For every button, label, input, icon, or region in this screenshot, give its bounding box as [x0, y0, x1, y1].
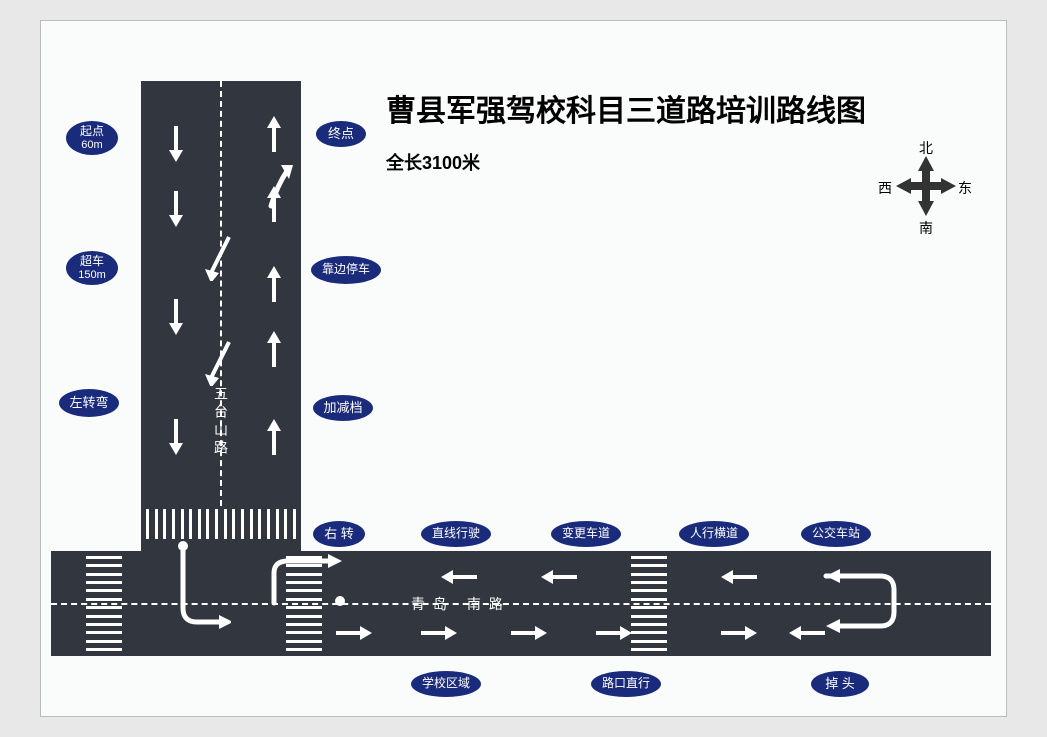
arrow-left-1 [541, 570, 577, 584]
diagram-canvas: 曹县军强驾校科目三道路培训路线图 全长3100米 北 南 东 西 五台山路 青岛… [40, 20, 1007, 717]
arrow-down-2 [169, 299, 183, 335]
crosswalk-1 [86, 556, 122, 651]
east-node [335, 596, 345, 606]
arrow-up-0 [267, 116, 281, 152]
arrow-left-2 [721, 570, 757, 584]
crosswalk-0 [146, 509, 296, 539]
compass-e: 东 [958, 178, 972, 198]
arrow-down-3 [169, 419, 183, 455]
arrow-left-0 [441, 570, 477, 584]
lane-change-1 [201, 231, 241, 281]
arrow-up-2 [267, 266, 281, 302]
crosswalk-3 [631, 556, 667, 651]
arrow-up-1 [267, 186, 281, 222]
arrow-right-2 [511, 626, 547, 640]
arrow-right-1 [421, 626, 457, 640]
compass-w: 西 [878, 178, 892, 198]
badge-right-1: 靠边停车 [311, 256, 381, 284]
badge-top-0: 直线行驶 [421, 521, 491, 547]
arrow-up-4 [267, 419, 281, 455]
badge-right-0: 终点 [316, 121, 366, 147]
arrow-down-1 [169, 191, 183, 227]
badge-bottom-2: 掉 头 [811, 671, 869, 697]
badge-top-2: 人行横道 [679, 521, 749, 547]
badge-top-3: 公交车站 [801, 521, 871, 547]
badge-bottom-0: 学校区域 [411, 671, 481, 697]
diagram-title: 曹县军强驾校科目三道路培训路线图 [386, 86, 866, 130]
badge-bottom-1: 路口直行 [591, 671, 661, 697]
badge-left-1: 超车150m [66, 251, 118, 285]
badge-right-3: 右 转 [313, 521, 365, 547]
compass-s: 南 [919, 218, 933, 238]
arrow-right-4 [721, 626, 757, 640]
u-turn-arrow [816, 558, 906, 643]
badge-left-2: 左转弯 [59, 389, 119, 417]
badge-top-1: 变更车道 [551, 521, 621, 547]
compass-icon [886, 146, 966, 226]
badge-right-2: 加减档 [313, 395, 373, 421]
road-name-vertical: 五台山路 [211, 386, 231, 458]
badge-left-0: 起点60m [66, 121, 118, 155]
road-name-horizontal: 青岛 南路 [411, 594, 511, 614]
turn-left-arrow [141, 536, 231, 646]
arrow-left-3 [789, 626, 825, 640]
compass-n: 北 [919, 138, 933, 158]
crosswalk-2 [286, 556, 322, 651]
arrow-right-3 [596, 626, 632, 640]
compass-rose: 北 南 东 西 [886, 146, 966, 226]
diagram-subtitle: 全长3100米 [386, 149, 480, 175]
arrow-right-0 [336, 626, 372, 640]
arrow-up-3 [267, 331, 281, 367]
lane-change-2 [201, 336, 241, 386]
arrow-down-0 [169, 126, 183, 162]
